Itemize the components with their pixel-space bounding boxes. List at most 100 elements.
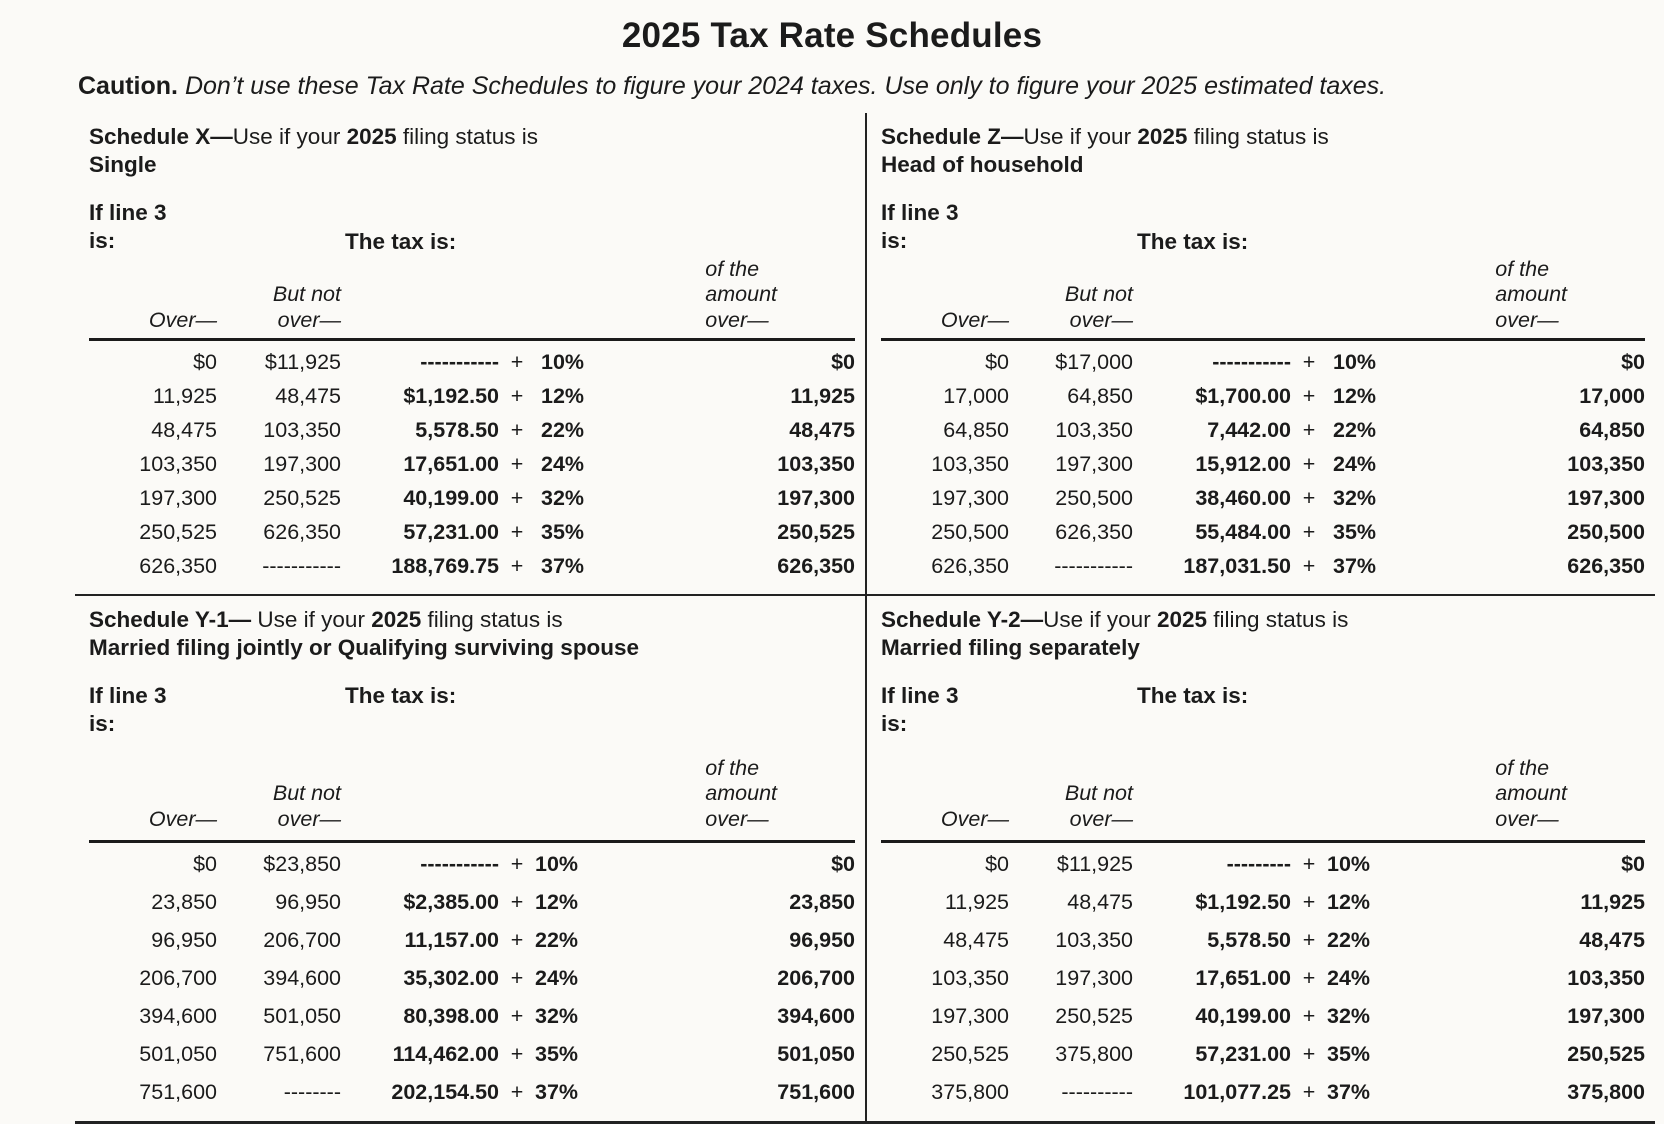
cell-but-not-over: 48,475 — [1067, 889, 1133, 914]
cell-plus: + — [510, 1079, 524, 1104]
cell-of-amount-over: 11,925 — [790, 384, 855, 409]
cell-but-not-over: 250,500 — [1055, 486, 1133, 511]
caution-label: Caution. — [78, 72, 178, 100]
cell-plus: + — [510, 486, 524, 511]
cell-rate: 12% — [541, 384, 585, 409]
cell-rate: 37% — [535, 1079, 579, 1104]
cell-over: 626,350 — [139, 554, 217, 579]
cell-but-not-over: 103,350 — [1055, 927, 1133, 952]
schedule-x-title-line: Schedule X—Use if your 2025 filing statu… — [89, 123, 538, 149]
cell-tax: ----------- — [420, 851, 499, 876]
cell-of-amount-over: 197,300 — [1567, 486, 1645, 511]
table-row: 375,800 ---------- 101,077.25 +37% 375,800 — [881, 1073, 1645, 1111]
cell-tax: 80,398.00 — [403, 1003, 499, 1028]
cell-over: $0 — [193, 350, 217, 375]
cell-but-not-over: 751,600 — [263, 1041, 341, 1066]
if-line3-block: If line 3 is: The tax is: — [89, 199, 865, 257]
cell-over: 197,300 — [931, 486, 1009, 511]
cell-tax: 55,484.00 — [1195, 520, 1291, 545]
cell-plus: + — [510, 452, 524, 477]
cell-over: 626,350 — [931, 554, 1009, 579]
cell-plus: + — [510, 927, 524, 952]
cell-tax: 7,442.00 — [1207, 418, 1291, 443]
cell-plus: + — [1302, 1041, 1316, 1066]
schedule-z-status: Head of household — [881, 151, 1084, 177]
table-row: 501,050 751,600 114,462.00 +35% 501,050 — [89, 1035, 855, 1073]
schedule-y2-section: Schedule Y-2—Use if your 2025 filing sta… — [865, 593, 1655, 1122]
cell-plus: + — [510, 889, 524, 914]
cell-tax: 57,231.00 — [1195, 1041, 1291, 1066]
cell-over: $0 — [985, 851, 1009, 876]
cell-rate: 24% — [535, 965, 579, 990]
cell-plus: + — [1302, 965, 1316, 990]
table-row: 103,350 197,300 17,651.00 +24% 103,350 — [89, 448, 855, 482]
cell-plus: + — [1302, 520, 1316, 545]
cell-plus: + — [1302, 486, 1316, 511]
over-header: Over— — [89, 739, 217, 843]
cell-over: $0 — [193, 851, 217, 876]
cell-tax: --------- — [1226, 851, 1291, 876]
cell-but-not-over: 626,350 — [263, 520, 341, 545]
table-row: 626,350 ----------- 188,769.75 +37% 626,350 — [89, 550, 855, 584]
cell-plus: + — [1302, 889, 1316, 914]
cell-tax: 40,199.00 — [403, 486, 499, 511]
cell-but-not-over: $17,000 — [1055, 350, 1133, 375]
schedule-z-section: Schedule Z—Use if your 2025 filing statu… — [865, 112, 1655, 594]
of-amount-over-header: of the amount over— — [1407, 739, 1645, 843]
cell-tax: 15,912.00 — [1195, 452, 1291, 477]
is-label: is: — [89, 228, 116, 254]
over-header: Over— — [89, 257, 217, 342]
cell-of-amount-over: 626,350 — [1567, 554, 1645, 579]
cell-over: 197,300 — [931, 1003, 1009, 1028]
if-line3-label: If line 3 — [89, 682, 167, 708]
cell-rate: 37% — [1333, 554, 1377, 579]
cell-over: 501,050 — [139, 1041, 217, 1066]
cell-of-amount-over: 751,600 — [777, 1079, 855, 1104]
cell-of-amount-over: 64,850 — [1579, 418, 1645, 443]
but-not-over-header: But not over— — [1009, 257, 1133, 342]
table-row: 11,925 48,475 $1,192.50 +12% 11,925 — [89, 380, 855, 414]
page-title: 2025 Tax Rate Schedules — [621, 16, 1043, 55]
cell-of-amount-over: 103,350 — [1567, 452, 1645, 477]
cell-tax: 101,077.25 — [1183, 1079, 1291, 1104]
cell-rate: 12% — [1327, 889, 1371, 914]
tax-is-label: The tax is: — [345, 682, 457, 708]
table-row: 103,350 197,300 15,912.00 +24% 103,350 — [881, 448, 1645, 482]
cell-over: 48,475 — [943, 927, 1009, 952]
if-line3-block: If line 3 is: The tax is: — [881, 682, 1655, 740]
if-line3-block: If line 3 is: The tax is: — [881, 199, 1655, 257]
schedule-y1-title-line: Schedule Y-1— Use if your 2025 filing st… — [89, 606, 563, 632]
cell-tax: 11,157.00 — [404, 927, 499, 952]
cell-of-amount-over: $0 — [831, 851, 855, 876]
cell-but-not-over: $23,850 — [263, 851, 341, 876]
cell-tax: 40,199.00 — [1195, 1003, 1291, 1028]
cell-plus: + — [1302, 350, 1316, 375]
but-not-over-header: But not over— — [217, 739, 341, 843]
cell-plus: + — [1302, 927, 1316, 952]
cell-rate: 37% — [541, 554, 585, 579]
cell-rate: 37% — [1327, 1079, 1371, 1104]
cell-over: 375,800 — [931, 1079, 1009, 1104]
cell-rate: 35% — [1327, 1041, 1371, 1066]
cell-tax: 202,154.50 — [391, 1079, 499, 1104]
cell-but-not-over: 250,525 — [263, 486, 341, 511]
cell-over: 250,525 — [139, 520, 217, 545]
cell-but-not-over: 206,700 — [263, 927, 341, 952]
cell-tax: $2,385.00 — [403, 889, 499, 914]
cell-rate: 32% — [541, 486, 585, 511]
schedule-x-section: Schedule X—Use if your 2025 filing statu… — [75, 113, 865, 594]
table-row: 17,000 64,850 $1,700.00 +12% 17,000 — [881, 380, 1645, 414]
cell-rate: 35% — [535, 1041, 579, 1066]
cell-of-amount-over: $0 — [1621, 350, 1645, 375]
schedule-y2-status: Married filing separately — [881, 634, 1140, 660]
cell-of-amount-over: $0 — [831, 350, 855, 375]
cell-but-not-over: 103,350 — [1055, 418, 1133, 443]
if-line3-label: If line 3 — [881, 200, 959, 225]
cell-plus: + — [1302, 851, 1316, 876]
cell-but-not-over: $11,925 — [1056, 851, 1133, 876]
but-not-over-header: But not over— — [217, 257, 341, 342]
schedule-y1-status: Married filing jointly or Qualifying sur… — [89, 634, 640, 660]
table-row: 250,525 626,350 57,231.00 +35% 250,525 — [89, 516, 855, 550]
table-row: $0 $11,925 ----------- +10% $0 — [89, 340, 855, 380]
over-header: Over— — [881, 257, 1009, 342]
